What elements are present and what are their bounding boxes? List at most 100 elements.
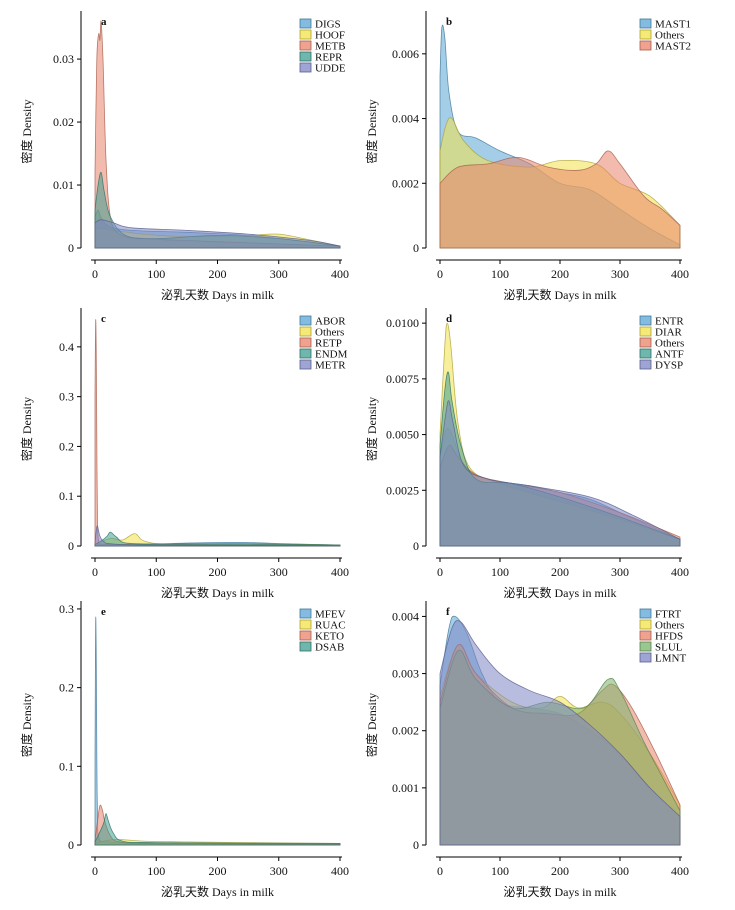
- x-tick-label: 0: [92, 565, 98, 579]
- legend-swatch-hoof: [299, 29, 312, 40]
- legend-swatch-abor: [299, 315, 312, 326]
- legend-label: ENTR: [655, 316, 684, 328]
- legend-label: DYSP: [655, 360, 683, 372]
- x-axis-title: 泌乳天数 Days in milk: [504, 585, 617, 600]
- panel-letter: d: [446, 313, 452, 325]
- x-axis-title: 泌乳天数 Days in milk: [161, 585, 274, 600]
- x-tick-label: 300: [611, 565, 629, 579]
- y-tick-label: 0.004: [392, 609, 419, 623]
- x-tick-label: 100: [147, 565, 165, 579]
- legend-swatch-keto: [299, 630, 312, 641]
- legend-swatch-dsab: [299, 641, 312, 652]
- y-tick-label: 0: [68, 241, 74, 255]
- density-area-mast2: [439, 150, 681, 249]
- x-tick-label: 0: [437, 565, 443, 579]
- legend-label: Others: [655, 30, 684, 42]
- x-tick-label: 200: [209, 565, 227, 579]
- x-tick-label: 300: [270, 864, 288, 878]
- density-area-dysp: [439, 400, 681, 547]
- x-tick-label: 200: [551, 864, 569, 878]
- y-tick-label: 0: [68, 838, 74, 852]
- legend-label: MAST2: [655, 41, 691, 53]
- legend-swatch-metr: [299, 359, 312, 370]
- y-tick-label: 0.003: [392, 667, 419, 681]
- legend-label: ENDM: [315, 349, 348, 361]
- x-tick-label: 400: [331, 565, 349, 579]
- y-tick-label: 0.0025: [386, 483, 419, 497]
- legend-label: ANTF: [655, 349, 684, 361]
- y-axis-title: 密度 Density: [364, 693, 379, 757]
- legend-label: MFEV: [315, 609, 346, 621]
- panel-letter: e: [101, 606, 106, 618]
- legend-swatch-others: [639, 29, 652, 40]
- legend-swatch-diar: [639, 326, 652, 337]
- x-tick-label: 200: [551, 565, 569, 579]
- x-axis-title: 泌乳天数 Days in milk: [161, 884, 274, 899]
- legend-swatch-mfev: [299, 608, 312, 619]
- legend-label: RETP: [315, 338, 342, 350]
- legend-swatch-mast2: [639, 40, 652, 51]
- x-tick-label: 400: [671, 864, 689, 878]
- legend-label: LMNT: [655, 653, 686, 665]
- legend-swatch-mast1: [639, 18, 652, 29]
- y-tick-label: 0.3: [59, 602, 74, 616]
- y-tick-label: 0.02: [53, 115, 74, 129]
- legend-label: REPR: [315, 52, 343, 64]
- y-tick-label: 0.006: [392, 47, 419, 61]
- legend-label: METR: [315, 360, 346, 372]
- legend-label: DIGS: [315, 19, 341, 31]
- panel-letter: c: [101, 313, 106, 325]
- panel-letter: f: [446, 606, 450, 618]
- x-tick-label: 100: [491, 565, 509, 579]
- panel-letter: a: [101, 16, 107, 28]
- x-axis-title: 泌乳天数 Days in milk: [504, 884, 617, 899]
- y-tick-label: 0.03: [53, 52, 74, 66]
- density-area-lmnt: [439, 620, 681, 846]
- x-tick-label: 200: [209, 267, 227, 281]
- x-tick-label: 100: [491, 864, 509, 878]
- y-tick-label: 0: [413, 838, 419, 852]
- legend-swatch-slul: [639, 641, 652, 652]
- x-tick-label: 300: [270, 267, 288, 281]
- legend-label: DSAB: [315, 642, 344, 654]
- x-axis-title: 泌乳天数 Days in milk: [504, 287, 617, 302]
- y-tick-label: 0.002: [392, 176, 419, 190]
- x-tick-label: 300: [270, 565, 288, 579]
- x-tick-label: 400: [671, 565, 689, 579]
- legend-label: SLUL: [655, 642, 683, 654]
- y-tick-label: 0.1: [59, 489, 74, 503]
- legend-label: FTRT: [655, 609, 682, 621]
- legend-swatch-hfds: [639, 630, 652, 641]
- y-axis-title: 密度 Density: [19, 693, 34, 757]
- panel-c: c 0 0.1 0.2 0.3 0.4 0 100 200 300 400 泌乳天数 Days in …: [19, 308, 349, 600]
- y-tick-label: 0.3: [59, 390, 74, 404]
- legend-label: Others: [315, 327, 344, 339]
- panel-d: d 0 0.0025 0.0050 0.0075 0.0100 0 100 200 300 400 泌…: [364, 308, 689, 600]
- legend-swatch-entr: [639, 315, 652, 326]
- y-axis-title: 密度 Density: [364, 397, 379, 461]
- legend-swatch-others: [639, 619, 652, 630]
- x-tick-label: 0: [92, 864, 98, 878]
- legend-swatch-metb: [299, 40, 312, 51]
- y-tick-label: 0.001: [392, 781, 419, 795]
- y-tick-label: 0.2: [59, 439, 74, 453]
- x-axis-title: 泌乳天数 Days in milk: [161, 287, 274, 302]
- density-area-udde: [94, 219, 341, 249]
- legend-label: HOOF: [315, 30, 345, 42]
- y-tick-label: 0.2: [59, 681, 74, 695]
- x-tick-label: 300: [611, 267, 629, 281]
- legend-swatch-endm: [299, 348, 312, 359]
- legend-swatch-ftrt: [639, 608, 652, 619]
- y-axis-title: 密度 Density: [19, 99, 34, 163]
- density-area-dsab: [94, 813, 341, 846]
- panel-e: e 0 0.1 0.2 0.3 0 100 200 300 400 泌乳天数 Days in mil…: [19, 601, 349, 899]
- y-tick-label: 0.002: [392, 724, 419, 738]
- y-tick-label: 0: [413, 539, 419, 553]
- legend-swatch-others: [299, 326, 312, 337]
